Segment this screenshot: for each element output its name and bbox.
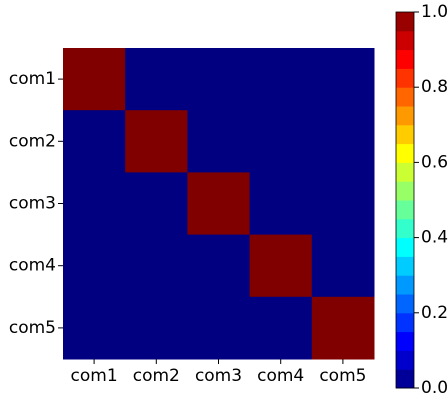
- colorbar-band: [396, 275, 414, 295]
- colorbar-band: [396, 256, 414, 276]
- y-tick-label: com2: [9, 131, 56, 151]
- heatmap-cell: [249, 234, 313, 298]
- colorbar-band: [396, 87, 414, 107]
- heatmap-cell: [125, 296, 188, 360]
- heatmap-cell: [311, 110, 375, 173]
- colorbar-band: [396, 106, 414, 126]
- x-tick-label: com5: [319, 366, 366, 386]
- y-tick-label: com4: [9, 256, 56, 276]
- colorbar-frame: [395, 11, 415, 389]
- heatmap-cell: [311, 234, 375, 298]
- colorbar-band: [396, 68, 414, 88]
- heatmap-cell: [63, 172, 126, 236]
- colorbar-tick-label: 0.8: [421, 77, 448, 97]
- colorbar-tick-label: 1.0: [421, 2, 448, 22]
- y-tick-label: com5: [9, 318, 56, 338]
- heatmap-cell: [249, 48, 313, 111]
- colorbar-band: [396, 294, 414, 314]
- heatmap-cell: [125, 172, 188, 236]
- colorbar-band: [396, 124, 414, 145]
- heatmap-cell: [187, 234, 251, 298]
- x-tick-label: com2: [133, 366, 180, 386]
- x-tick-label: com4: [257, 366, 304, 386]
- colorbar-tick-label: 0.4: [421, 228, 448, 248]
- colorbar-band: [396, 237, 414, 257]
- heatmap-cell: [63, 110, 126, 173]
- heatmap-cell: [125, 48, 188, 111]
- heatmap-cell: [187, 296, 251, 360]
- heatmap-cell: [187, 110, 251, 173]
- heatmap-cell: [63, 234, 126, 298]
- colorbar-band: [396, 181, 414, 201]
- heatmap-cell: [249, 172, 313, 236]
- colorbar-band: [396, 312, 414, 333]
- heatmap-cell: [63, 296, 126, 360]
- colorbar-tick-label: 0.6: [421, 152, 448, 172]
- heatmap-cell: [249, 296, 313, 360]
- heatmap-cell: [125, 110, 188, 173]
- colorbar-band: [396, 218, 414, 239]
- y-tick-label: com3: [9, 194, 56, 214]
- heatmap-cell: [125, 234, 188, 298]
- heatmap-cell: [187, 172, 251, 236]
- heatmap-cell: [187, 48, 251, 111]
- colorbar-tick-label: 0.2: [421, 303, 448, 323]
- colorbar-band: [396, 143, 414, 163]
- colorbar-tick-label: 0.0: [421, 378, 448, 398]
- heatmap-cell: [311, 48, 375, 111]
- heatmap-cell: [311, 172, 375, 236]
- heatmap-cell: [249, 110, 313, 173]
- heatmap-cell: [311, 296, 375, 360]
- colorbar-band: [396, 12, 414, 32]
- colorbar-band: [396, 30, 414, 51]
- colorbar-band: [396, 350, 414, 370]
- colorbar-band: [396, 49, 414, 69]
- heatmap-cell: [63, 48, 126, 111]
- colorbar-band: [396, 369, 414, 389]
- colorbar-band: [396, 200, 414, 220]
- y-tick-label: com1: [9, 69, 56, 89]
- x-tick-label: com3: [195, 366, 242, 386]
- x-tick-label: com1: [71, 366, 118, 386]
- colorbar-band: [396, 331, 414, 351]
- colorbar-band: [396, 162, 414, 182]
